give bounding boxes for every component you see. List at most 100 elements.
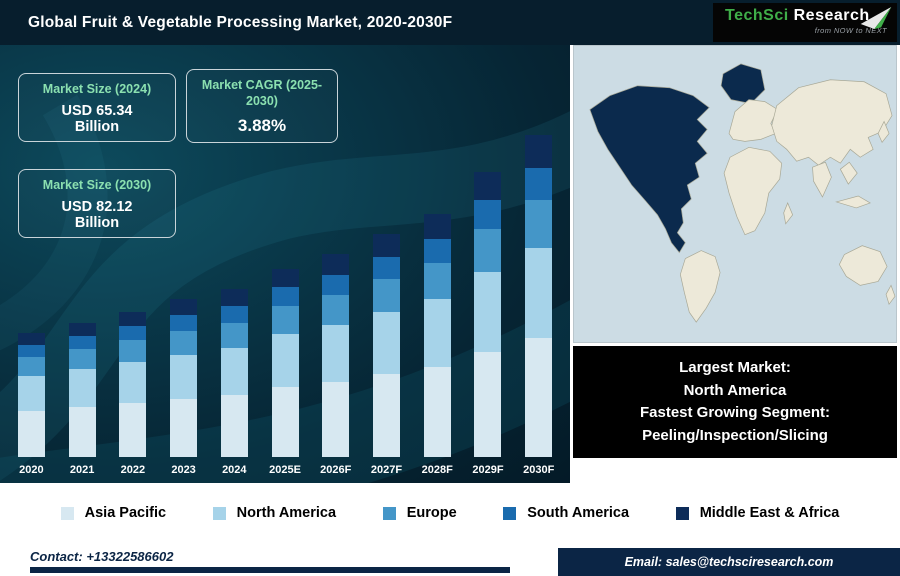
map-japan: [877, 120, 890, 144]
bar-segment: [68, 349, 96, 369]
stat-value: USD 65.34: [61, 102, 133, 119]
stat-label: Market Size (2030): [42, 178, 152, 192]
x-axis-label: 2022: [120, 464, 146, 476]
bar-column: 2025E: [260, 269, 311, 479]
bar-segment: [474, 172, 502, 200]
bar-stack: [170, 299, 198, 457]
bar-segment: [322, 254, 350, 275]
map-greenland: [720, 63, 766, 104]
note-line: North America: [683, 381, 787, 399]
legend-label: Europe: [406, 505, 457, 521]
bar-segment: [271, 306, 299, 334]
x-axis-label: 2025E: [269, 464, 301, 476]
bar-segment: [322, 275, 350, 295]
footer: Contact: +13322586602 Email: sales@techs…: [0, 543, 900, 576]
footer-divider-strip: [30, 567, 510, 573]
bar-column: 2027F: [361, 234, 412, 479]
bar-segment: [474, 272, 502, 352]
bar-segment: [474, 352, 502, 457]
bar-segment: [119, 326, 147, 340]
brand-name: TechSci Research: [725, 7, 887, 25]
bar-segment: [525, 248, 553, 338]
bar-stack: [373, 234, 400, 457]
bar-segment: [373, 312, 400, 374]
legend-label: South America: [527, 505, 630, 521]
bar-segment: [525, 135, 553, 168]
map-south-america: [679, 250, 721, 323]
bar-segment: [271, 269, 299, 287]
bar-segment: [322, 325, 350, 382]
bar-segment: [17, 357, 45, 376]
contact-text: Contact: +13322586602: [30, 549, 174, 564]
brand-logo: TechSci Research from NOW to NEXT: [713, 3, 897, 42]
x-axis-label: 2027F: [370, 464, 403, 476]
map-india: [812, 161, 832, 198]
legend-label: North America: [236, 505, 337, 521]
stat-market-cagr: Market CAGR (2025-2030) 3.88%: [186, 69, 338, 144]
bar-segment: [220, 395, 248, 457]
bar-stack: [525, 135, 553, 457]
legend-label: Asia Pacific: [84, 505, 167, 521]
map-southeast-asia: [839, 161, 858, 185]
x-axis-label: 2021: [69, 464, 95, 476]
bar-segment: [271, 387, 299, 457]
bar-segment: [68, 323, 96, 336]
x-axis-label: 2023: [171, 464, 196, 476]
map-north-america: [589, 85, 710, 254]
bar-segment: [322, 382, 350, 457]
bar-chart: 2020 2021 2022 2023 2024 2025E 2026F 2027F 2028F…: [6, 135, 564, 479]
bar-segment: [68, 407, 96, 457]
note-line: Largest Market:: [679, 359, 791, 376]
stat-value: 3.88%: [237, 116, 287, 136]
stat-unit: Billion: [74, 118, 120, 135]
stat-market-size-2030: Market Size (2030) USD 82.12 Billion: [18, 169, 176, 238]
bar-segment: [423, 239, 451, 263]
map-new-zealand: [885, 284, 896, 306]
bar-segment: [17, 345, 45, 357]
legend-swatch: [503, 506, 517, 520]
legend-item: North America: [212, 505, 337, 521]
bar-segment: [119, 340, 147, 362]
stat-market-size-2024: Market Size (2024) USD 65.34 Billion: [18, 73, 176, 142]
bar-segment: [525, 200, 553, 248]
bar-segment: [68, 369, 96, 407]
page-title: Global Fruit & Vegetable Processing Mark…: [28, 14, 453, 31]
stat-unit: Billion: [74, 214, 120, 231]
bar-stack: [17, 333, 45, 457]
bar-segment: [17, 333, 45, 345]
bar-segment: [525, 168, 553, 200]
header-bar: Global Fruit & Vegetable Processing Mark…: [0, 0, 900, 45]
legend-swatch: [212, 506, 226, 520]
stat-label: Market Size (2024): [42, 82, 152, 96]
x-axis-label: 2030F: [523, 464, 555, 476]
bar-stack: [474, 172, 502, 457]
bar-segment: [220, 348, 248, 395]
bar-segment: [17, 411, 45, 457]
bar-segment: [423, 263, 451, 299]
right-column: Largest Market: North America Fastest Gr…: [570, 45, 900, 483]
bar-segment: [220, 306, 248, 323]
map-australia: [838, 245, 888, 286]
world-map: [573, 45, 897, 343]
legend-swatch: [60, 506, 74, 520]
bar-stack: [322, 254, 350, 457]
email-text: Email: sales@techsciresearch.com: [624, 555, 834, 569]
bar-segment: [271, 287, 299, 306]
bar-column: 2029F: [463, 172, 514, 479]
bar-column: 2028F: [412, 214, 463, 479]
bar-segment: [119, 403, 147, 457]
bar-segment: [220, 289, 248, 306]
legend-item: Europe: [382, 505, 457, 521]
bar-column: 2020: [6, 333, 57, 479]
bar-column: 2024: [209, 289, 260, 479]
email-bar: Email: sales@techsciresearch.com: [558, 548, 900, 576]
bar-segment: [373, 257, 400, 279]
bar-stack: [68, 323, 96, 457]
paper-plane-icon: [860, 6, 892, 30]
bar-stack: [119, 312, 147, 457]
bar-segment: [170, 331, 198, 355]
bar-stack: [271, 269, 299, 457]
bar-stack: [220, 289, 248, 457]
map-madagascar: [783, 202, 794, 225]
bar-segment: [474, 229, 502, 272]
